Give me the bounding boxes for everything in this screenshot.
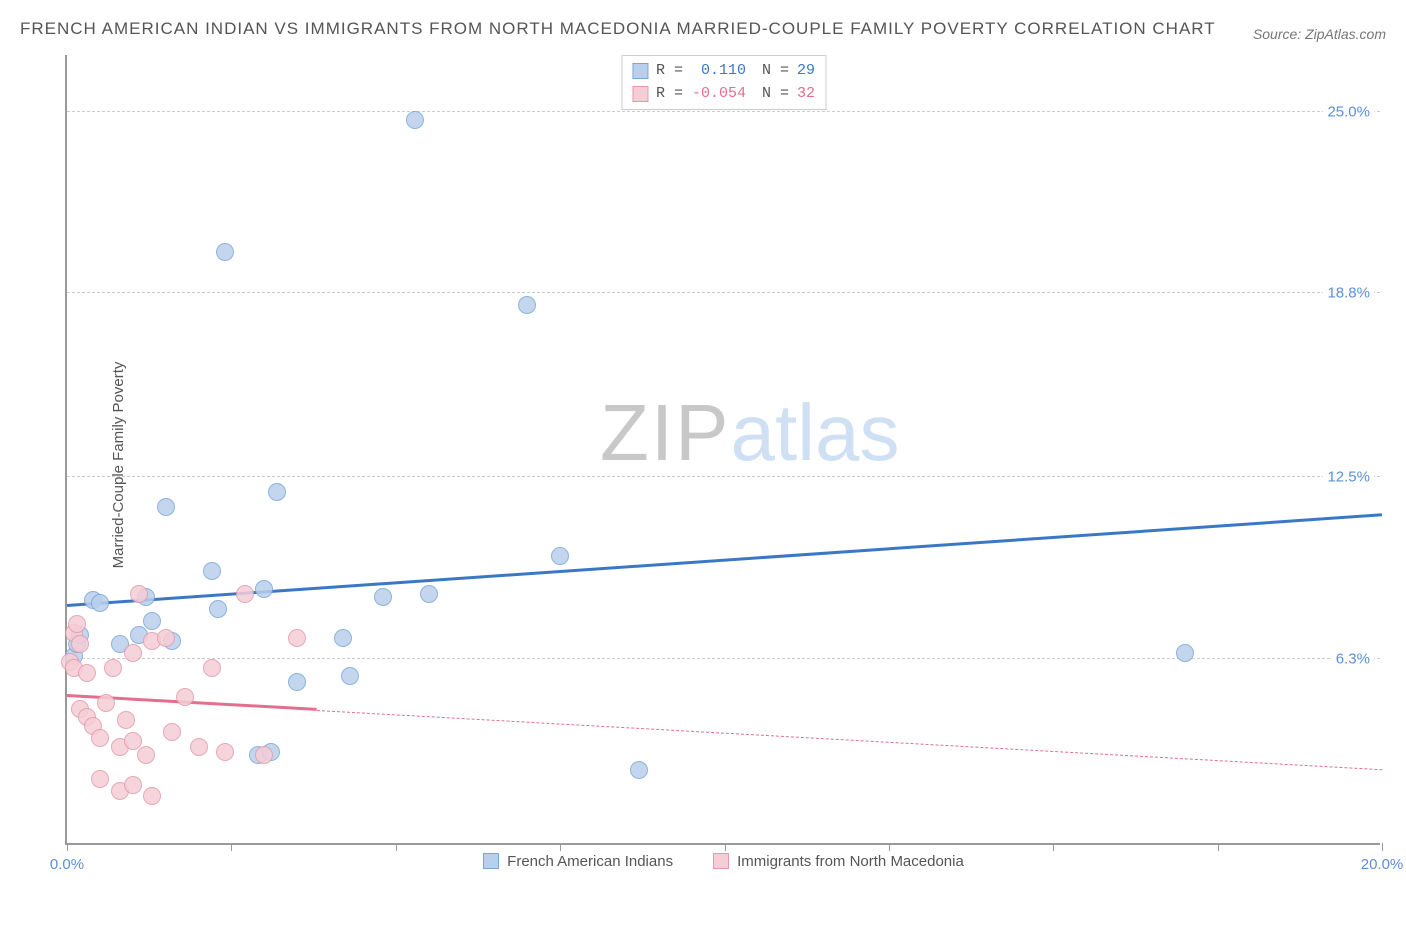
stats-n-label: N = (762, 60, 789, 83)
data-point (91, 594, 109, 612)
data-point (124, 732, 142, 750)
data-point (176, 688, 194, 706)
stats-row: R = 0.110 N = 29 (632, 60, 815, 83)
plot-area: ZIPatlas R =0.110N =29R =-0.054N =32 Fre… (65, 55, 1380, 845)
y-tick-label: 25.0% (1323, 103, 1374, 120)
data-point (420, 585, 438, 603)
data-point (209, 600, 227, 618)
data-point (374, 588, 392, 606)
data-point (71, 635, 89, 653)
data-point (518, 296, 536, 314)
chart-legend: French American Indians Immigrants from N… (67, 853, 1380, 874)
data-point (124, 776, 142, 794)
x-tick (1382, 843, 1383, 851)
x-tick (1053, 843, 1054, 851)
data-point (143, 612, 161, 630)
chart-container: Married-Couple Family Poverty ZIPatlas R… (20, 50, 1386, 880)
stats-swatch (632, 63, 648, 79)
stats-r-label: R = (656, 60, 683, 83)
stats-r-label: R = (656, 83, 683, 106)
data-point (104, 659, 122, 677)
gridline (67, 476, 1380, 477)
legend-item: Immigrants from North Macedonia (713, 853, 964, 870)
data-point (97, 694, 115, 712)
data-point (124, 644, 142, 662)
x-tick (1218, 843, 1219, 851)
legend-swatch (483, 853, 499, 869)
x-tick (67, 843, 68, 851)
data-point (216, 743, 234, 761)
watermark-part2: atlas (730, 388, 899, 477)
y-tick-label: 6.3% (1332, 650, 1374, 667)
y-tick-label: 12.5% (1323, 469, 1374, 486)
data-point (117, 711, 135, 729)
stats-swatch (632, 86, 648, 102)
legend-swatch (713, 853, 729, 869)
stats-n-label: N = (762, 83, 789, 106)
data-point (157, 629, 175, 647)
data-point (1176, 644, 1194, 662)
data-point (143, 787, 161, 805)
x-tick-label: 20.0% (1361, 856, 1404, 873)
x-tick (725, 843, 726, 851)
data-point (130, 585, 148, 603)
trend-line-dashed (317, 710, 1382, 770)
x-tick (396, 843, 397, 851)
data-point (341, 667, 359, 685)
data-point (203, 562, 221, 580)
stats-row: R = -0.054 N = 32 (632, 83, 815, 106)
legend-item: French American Indians (483, 853, 673, 870)
data-point (255, 746, 273, 764)
data-point (203, 659, 221, 677)
x-tick (560, 843, 561, 851)
watermark: ZIPatlas (600, 387, 899, 479)
data-point (288, 673, 306, 691)
legend-label: French American Indians (507, 853, 673, 870)
gridline (67, 111, 1380, 112)
data-point (334, 629, 352, 647)
watermark-part1: ZIP (600, 388, 730, 477)
data-point (68, 615, 86, 633)
data-point (288, 629, 306, 647)
x-tick (231, 843, 232, 851)
y-tick-label: 18.8% (1323, 285, 1374, 302)
data-point (216, 243, 234, 261)
gridline (67, 292, 1380, 293)
stats-r-value: 0.110 (691, 60, 746, 83)
data-point (137, 746, 155, 764)
data-point (190, 738, 208, 756)
data-point (236, 585, 254, 603)
data-point (157, 498, 175, 516)
x-tick-label: 0.0% (50, 856, 84, 873)
stats-n-value: 29 (797, 60, 815, 83)
data-point (78, 664, 96, 682)
stats-r-value: -0.054 (691, 83, 746, 106)
data-point (91, 729, 109, 747)
chart-title: FRENCH AMERICAN INDIAN VS IMMIGRANTS FRO… (20, 15, 1233, 42)
data-point (91, 770, 109, 788)
legend-label: Immigrants from North Macedonia (737, 853, 964, 870)
data-point (163, 723, 181, 741)
data-point (268, 483, 286, 501)
source-attribution: Source: ZipAtlas.com (1253, 26, 1386, 42)
stats-box: R = 0.110 N = 29 R = -0.054 N = 32 (621, 55, 826, 110)
data-point (630, 761, 648, 779)
data-point (255, 580, 273, 598)
x-tick (889, 843, 890, 851)
data-point (551, 547, 569, 565)
stats-n-value: 32 (797, 83, 815, 106)
data-point (406, 111, 424, 129)
